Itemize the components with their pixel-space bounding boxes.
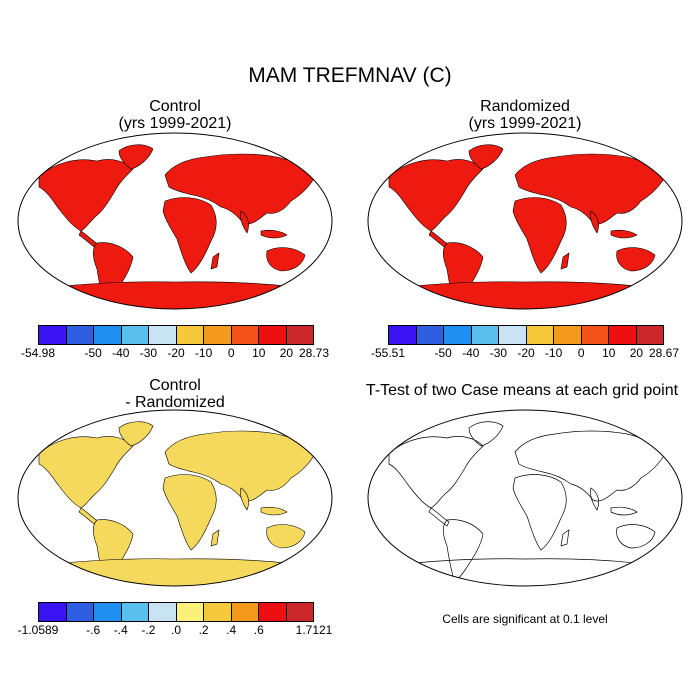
colorbar-tick-label: 28.73: [298, 346, 330, 360]
colorbar-tick-label: 0: [577, 346, 585, 360]
colorbar-swatch: [499, 326, 527, 344]
colorbar-tick-label: -10: [194, 346, 213, 360]
difference-panel-title: Control - Randomized: [75, 377, 275, 411]
difference-title-line2: - Randomized: [125, 394, 225, 411]
difference-colorbar-labels: -1.0589 -.6 -.4 -.2 .0 .2 .4 .6 1.7121: [18, 623, 333, 639]
colorbar-tick-label: 0: [227, 346, 235, 360]
randomized-title-line2: (yrs 1999-2021): [468, 115, 582, 132]
colorbar-swatch: [471, 326, 499, 344]
colorbar-swatch: [554, 326, 582, 344]
colorbar-tick-label: -54.98: [20, 346, 56, 360]
colorbar-swatch: [389, 326, 417, 344]
randomized-map: [367, 132, 683, 310]
control-title-line1: Control: [149, 98, 201, 115]
difference-title-line1: Control: [149, 377, 201, 394]
colorbar-swatch: [636, 326, 663, 344]
difference-colorbar: [38, 602, 314, 622]
colorbar-swatch: [94, 326, 122, 344]
colorbar-tick-label: -20: [167, 346, 185, 360]
colorbar-swatch: [39, 603, 67, 621]
colorbar-tick-label: 20: [629, 346, 644, 360]
randomized-colorbar-labels: -55.51 -50 -40 -30 -20 -10 0 10 20 28.67: [371, 346, 679, 362]
colorbar-swatch: [231, 326, 259, 344]
colorbar-tick-label: .4: [226, 623, 237, 637]
colorbar-swatch: [444, 326, 472, 344]
colorbar-tick-label: -40: [112, 346, 130, 360]
colorbar-tick-label: -30: [489, 346, 508, 360]
control-panel-title: Control (yrs 1999-2021): [75, 98, 275, 132]
colorbar-tick-label: 10: [252, 346, 266, 360]
ttest-panel-title: T-Test of two Case means at each grid po…: [365, 382, 679, 399]
colorbar-swatch: [121, 603, 149, 621]
colorbar-tick-label: -.6: [86, 623, 101, 637]
colorbar-tick-label: .0: [170, 623, 182, 637]
colorbar-swatch: [609, 326, 637, 344]
randomized-colorbar: [388, 325, 664, 345]
control-colorbar-labels: -54.98 -50 -40 -30 -20 -10 0 10 20 28.73: [21, 346, 329, 362]
colorbar-swatch: [204, 603, 232, 621]
colorbar-swatch: [204, 326, 232, 344]
control-map: [17, 132, 333, 310]
figure-title: MAM TREFMNAV (C): [248, 64, 452, 87]
colorbar-tick-label: -10: [544, 346, 563, 360]
colorbar-tick-label: -30: [139, 346, 158, 360]
colorbar-tick-label: -50: [434, 346, 452, 360]
colorbar-tick-label: -1.0589: [17, 623, 59, 637]
colorbar-swatch: [526, 326, 554, 344]
colorbar-tick-label: -55.51: [370, 346, 406, 360]
ttest-map: [367, 409, 683, 587]
colorbar-tick-label: .2: [198, 623, 209, 637]
randomized-title-line1: Randomized: [480, 98, 570, 115]
control-title-line2: (yrs 1999-2021): [118, 115, 232, 132]
colorbar-swatch: [149, 326, 177, 344]
colorbar-tick-label: 28.67: [648, 346, 680, 360]
colorbar-swatch: [121, 326, 149, 344]
colorbar-swatch: [259, 603, 287, 621]
colorbar-tick-label: 1.7121: [295, 623, 333, 637]
colorbar-swatch: [416, 326, 444, 344]
significance-note: Cells are significant at 0.1 level: [442, 612, 608, 626]
colorbar-swatch: [231, 603, 259, 621]
colorbar-swatch: [286, 603, 313, 621]
colorbar-tick-label: 20: [279, 346, 294, 360]
colorbar-swatch: [94, 603, 122, 621]
colorbar-swatch: [176, 326, 204, 344]
colorbar-swatch: [39, 326, 67, 344]
colorbar-tick-label: -.4: [113, 623, 128, 637]
colorbar-swatch: [149, 603, 177, 621]
colorbar-swatch: [66, 603, 94, 621]
colorbar-swatch: [176, 603, 204, 621]
colorbar-tick-label: -20: [517, 346, 535, 360]
difference-map: [17, 409, 333, 587]
colorbar-tick-label: 10: [602, 346, 616, 360]
colorbar-swatch: [259, 326, 287, 344]
colorbar-tick-label: -50: [84, 346, 102, 360]
colorbar-swatch: [66, 326, 94, 344]
colorbar-tick-label: .6: [253, 623, 264, 637]
colorbar-swatch: [581, 326, 609, 344]
colorbar-tick-label: -.2: [141, 623, 156, 637]
colorbar-tick-label: -40: [462, 346, 480, 360]
control-colorbar: [38, 325, 314, 345]
randomized-panel-title: Randomized (yrs 1999-2021): [425, 98, 625, 132]
colorbar-swatch: [286, 326, 313, 344]
